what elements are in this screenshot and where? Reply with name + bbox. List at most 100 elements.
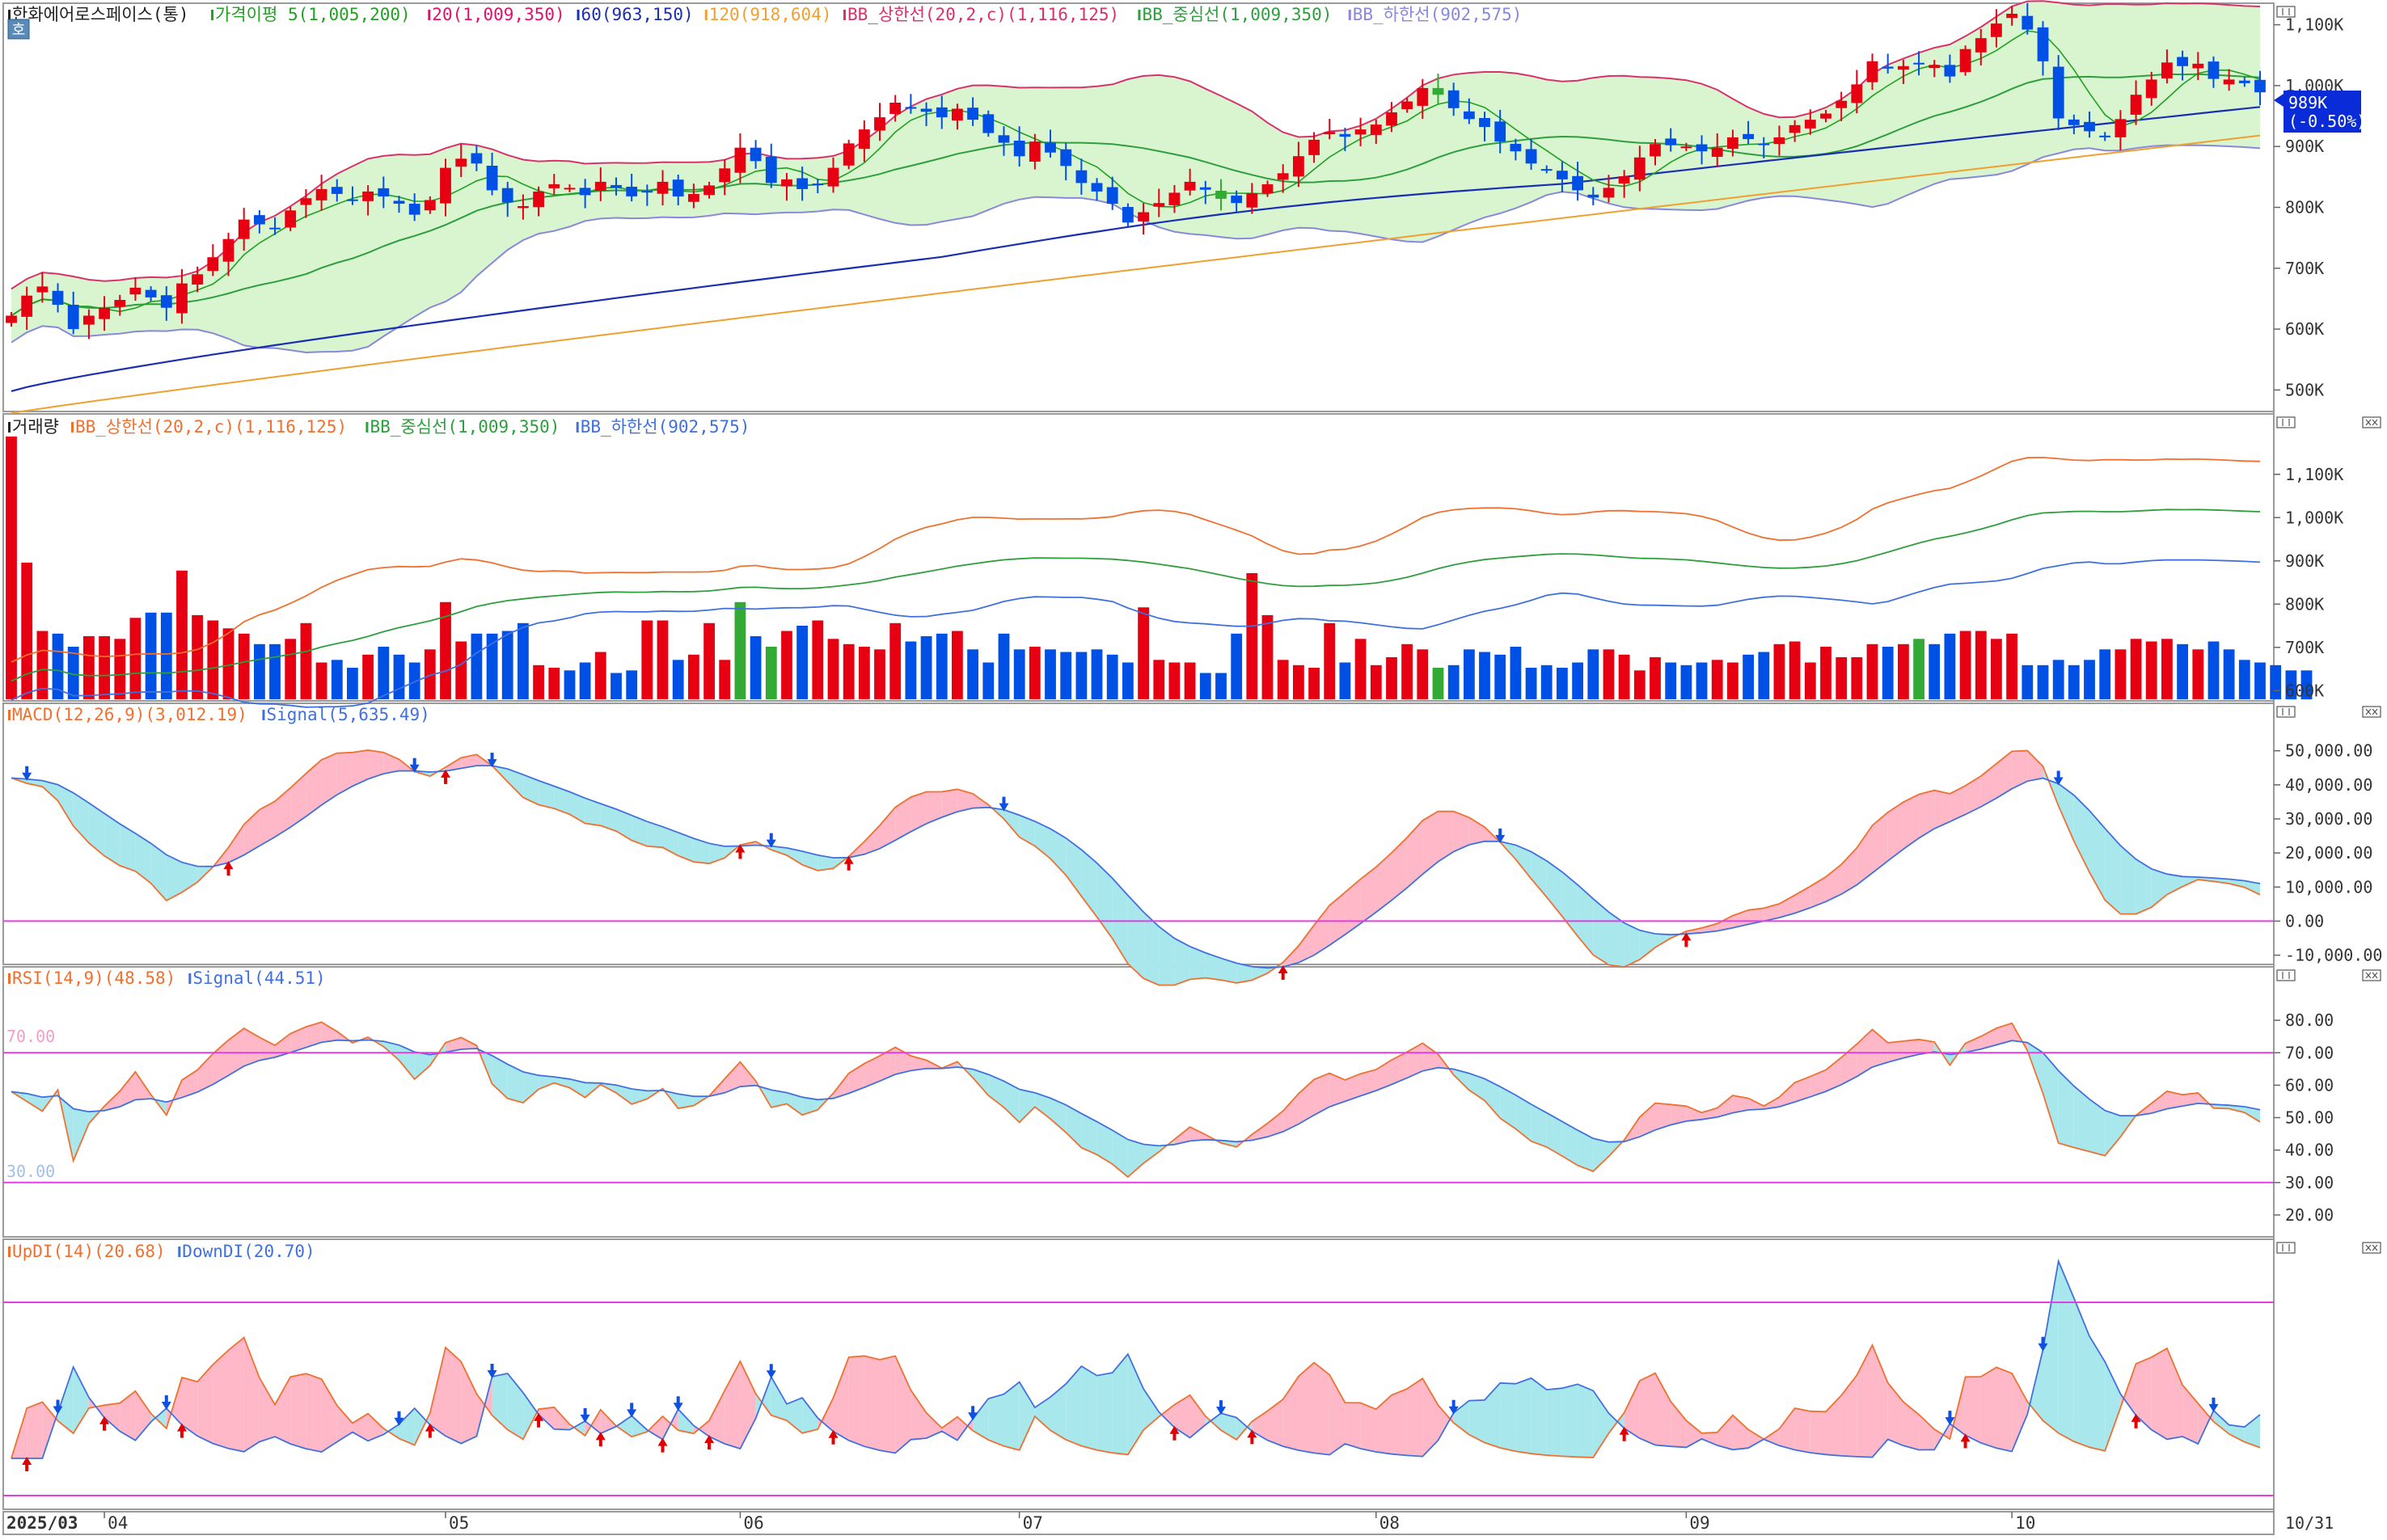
positive-area (1267, 1399, 1283, 1447)
volume-legend: 거래량 BB_상한선(20,2,c)(1,116,125) BB_중심선(1,009… (8, 417, 750, 437)
volume-bar (1587, 649, 1599, 700)
volume-bar (564, 670, 576, 700)
positive-area (42, 1402, 58, 1458)
candle-body (1479, 118, 1490, 128)
bb-upper-line (11, 0, 2261, 290)
negative-area (632, 1089, 648, 1104)
positive-area (1919, 790, 1935, 838)
legend-swatch (178, 1247, 181, 1257)
negative-area (1485, 1078, 1501, 1119)
candle-body (1773, 137, 1785, 145)
positive-area (1360, 1070, 1376, 1096)
negative-area (2105, 1361, 2121, 1451)
volume-bar (2130, 639, 2142, 700)
positive-area (647, 1416, 663, 1440)
panel-close-icon[interactable] (2362, 706, 2381, 718)
panel-control-icon[interactable] (2276, 416, 2296, 428)
candle-body (2006, 14, 2017, 19)
candle-body (129, 287, 142, 295)
panel-close-icon[interactable] (2362, 969, 2381, 981)
buy-signal-arrow (425, 1423, 435, 1438)
negative-area (2058, 1070, 2074, 1148)
volume-tick-label: 800K (2285, 594, 2324, 614)
candle-body (796, 178, 808, 189)
positive-area (228, 1028, 244, 1076)
positive-area (2012, 1373, 2028, 1452)
volume-bar (1898, 643, 1909, 700)
positive-area (1919, 1414, 1935, 1450)
volume-bar (1231, 633, 1243, 700)
positive-area (864, 1056, 880, 1088)
candle-body (1045, 142, 1056, 153)
volume-bar (501, 631, 513, 699)
price-tag[interactable]: 호 (7, 19, 30, 40)
signal-arrows (22, 753, 2219, 1471)
resize-icon (2276, 6, 2296, 18)
panel-control-icon[interactable] (2276, 969, 2296, 981)
volume-tick-label: 900K (2285, 551, 2324, 571)
positive-area (1717, 1415, 1733, 1450)
negative-area (539, 1075, 555, 1090)
negative-area (1112, 1354, 1128, 1455)
volume-bar (905, 641, 917, 699)
positive-area (1717, 915, 1733, 931)
negative-area (616, 808, 632, 841)
sell-signal-arrow (1495, 828, 1506, 843)
volume-bar (967, 649, 978, 700)
positive-area (1159, 1404, 1175, 1428)
panel-close-icon[interactable] (2362, 1242, 2381, 1254)
legend-entry: Signal(5,635.49) (266, 705, 429, 724)
positive-area (2012, 750, 2028, 789)
legend-swatch (365, 422, 369, 432)
buy-signal-arrow (1960, 1433, 1971, 1449)
sell-signal-arrow (1215, 1400, 1226, 1416)
negative-area (492, 1055, 508, 1099)
positive-area (1407, 1043, 1423, 1078)
price-tick-label: 700K (2285, 259, 2324, 278)
negative-area (632, 815, 648, 846)
negative-area (120, 824, 136, 871)
current-price-arrow (2274, 94, 2283, 107)
panel-control-icon[interactable] (2276, 706, 2296, 718)
positive-area (182, 1378, 198, 1437)
panel-close-icon[interactable] (2362, 416, 2381, 428)
dmi-legend: UpDI(14)(20.68) DownDI(20.70) (8, 1242, 315, 1261)
positive-area (104, 1091, 120, 1111)
volume-bar (21, 563, 33, 699)
candle-body (1447, 90, 1460, 108)
panel-control-icon[interactable] (2276, 6, 2296, 18)
candle-body (1417, 87, 1429, 106)
positive-area (895, 1356, 911, 1454)
legend-entry: BB_상한선(20,2,c)(1,116,125) (847, 5, 1119, 24)
candle-body (2192, 63, 2204, 69)
legend-swatch (577, 10, 580, 20)
positive-area (1453, 811, 1469, 852)
positive-area (910, 1390, 927, 1440)
positive-area (1671, 1104, 1687, 1125)
volume-bar (1122, 662, 1134, 699)
rsi-legend: RSI(14,9)(48.58) Signal(44.51) (8, 968, 326, 988)
panel-corner-icons[interactable] (2276, 6, 2381, 1254)
negative-area (522, 1392, 539, 1440)
price-tag-box (7, 19, 30, 40)
macd-axis-ticks: 50,000.00 40,000.00 30,000.00 20,000.00 10,0… (2274, 741, 2382, 965)
positive-area (1903, 1402, 1920, 1450)
candle-body (160, 295, 172, 308)
negative-area (2244, 1414, 2260, 1448)
volume-bar (765, 647, 777, 699)
volume-bar (889, 622, 902, 700)
candle-body (1246, 193, 1258, 208)
volume-bar (1557, 668, 1568, 699)
negative-area (1468, 1399, 1485, 1443)
negative-area (1159, 926, 1175, 985)
volume-bar (1866, 643, 1878, 700)
negative-area (802, 1398, 818, 1433)
panel-control-icon[interactable] (2276, 1242, 2296, 1254)
volume-bar (672, 660, 684, 700)
macd-tick-label: 40,000.00 (2285, 775, 2372, 795)
candle-body (2052, 66, 2064, 119)
volume-bar (1091, 649, 1103, 700)
negative-area (1578, 1384, 1594, 1458)
volume-bar (238, 633, 250, 700)
